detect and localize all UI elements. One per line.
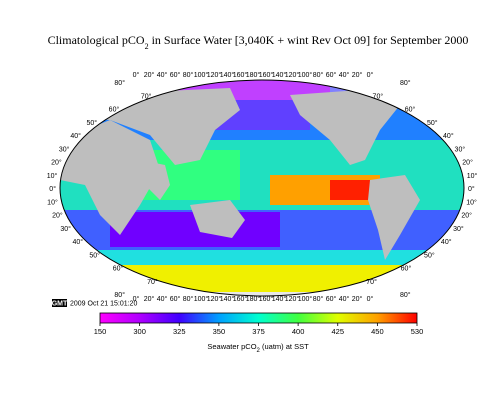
latitude-label: 60° [401, 265, 412, 273]
latitude-label: 50° [427, 119, 438, 127]
longitude-label: 40° [157, 71, 168, 79]
longitude-label: 20° [144, 71, 155, 79]
latitude-label: 20° [52, 212, 63, 220]
colorbar [99, 312, 418, 324]
longitude-label: 60° [170, 71, 181, 79]
latitude-label: 40° [72, 238, 83, 246]
longitude-label: 20° [352, 295, 363, 303]
timestamp: 2009 Oct 21 15:01:20 [70, 301, 137, 308]
colorbar-tick-label: 375 [252, 327, 265, 336]
longitude-label: 40° [339, 71, 350, 79]
latitude-label: 30° [453, 225, 464, 233]
latitude-label: 50° [86, 119, 97, 127]
latitude-label: 40° [441, 238, 452, 246]
map-frame [59, 79, 465, 297]
longitude-label: 20° [144, 295, 155, 303]
longitude-label: 120° [285, 71, 300, 79]
longitude-label: 160° [259, 71, 274, 79]
longitude-label: 140° [220, 71, 235, 79]
latitude-label: 40° [70, 132, 81, 140]
longitude-label: 0° [133, 295, 140, 303]
longitude-label: 80° [313, 295, 324, 303]
colorbar-tick-label: 325 [173, 327, 186, 336]
latitude-label: 10° [47, 198, 58, 206]
latitude-label: 50° [89, 251, 100, 259]
colorbar-tick-label: 450 [371, 327, 384, 336]
latitude-label: 60° [113, 265, 124, 273]
colorbar-tick-label: 425 [331, 327, 344, 336]
longitude-label: 140° [220, 295, 235, 303]
longitude-label: 0° [133, 71, 140, 79]
longitude-label: 60° [326, 295, 337, 303]
latitude-label: 10° [466, 198, 477, 206]
longitude-label: 140° [272, 295, 287, 303]
latitude-label: 80° [400, 291, 411, 299]
colorbar-tick-label: 400 [292, 327, 305, 336]
longitude-label: 100° [298, 295, 313, 303]
colorbar-tick-label: 150 [94, 327, 107, 336]
longitude-label: 0° [367, 295, 374, 303]
gmt-logo: GMT [52, 301, 68, 308]
latitude-label: 70° [141, 92, 152, 100]
longitude-label: 100° [298, 71, 313, 79]
latitude-label: 70° [366, 278, 377, 286]
longitude-label: 180° [246, 71, 261, 79]
map-title: Climatological pCO2 in Surface Water [3,… [48, 33, 469, 51]
longitude-label: 120° [207, 71, 222, 79]
longitude-label: 140° [272, 71, 287, 79]
longitude-label: 40° [157, 295, 168, 303]
colorbar-tick-label: 530 [411, 327, 424, 336]
longitude-label: 60° [326, 71, 337, 79]
map-body [60, 80, 464, 296]
latitude-label: 20° [461, 212, 472, 220]
longitude-label: 120° [285, 295, 300, 303]
longitude-label: 60° [170, 295, 181, 303]
latitude-label: 40° [443, 132, 454, 140]
colorbar-tick-label: 350 [213, 327, 226, 336]
latitude-label: 60° [109, 106, 120, 114]
latitude-label: 30° [455, 145, 466, 153]
longitude-label: 80° [183, 71, 194, 79]
latitude-label: 80° [400, 79, 411, 87]
longitude-label: 120° [207, 295, 222, 303]
longitude-label: 160° [233, 71, 248, 79]
latitude-label: 70° [373, 92, 384, 100]
latitude-label: 70° [147, 278, 158, 286]
longitude-label: 160° [259, 295, 274, 303]
latitude-label: 20° [462, 159, 473, 167]
latitude-label: 50° [424, 251, 435, 259]
latitude-label: 10° [47, 172, 58, 180]
gmt-logo-box [52, 299, 67, 307]
latitude-label: 30° [60, 225, 71, 233]
latitude-label: 60° [405, 106, 416, 114]
latitude-label: 80° [114, 79, 125, 87]
latitude-label: 30° [59, 145, 70, 153]
longitude-label: 0° [367, 71, 374, 79]
longitude-label: 80° [313, 71, 324, 79]
latitude-label: 0° [49, 185, 56, 193]
longitude-label: 160° [233, 295, 248, 303]
colorbar-tick-label: 300 [133, 327, 146, 336]
latitude-label: 10° [467, 172, 478, 180]
colorbar-label: Seawater pCO2 (uatm) at SST [207, 342, 309, 354]
longitude-label: 100° [194, 71, 209, 79]
longitude-label: 40° [339, 295, 350, 303]
longitude-label: 20° [352, 71, 363, 79]
latitude-label: 0° [468, 185, 475, 193]
longitude-label: 80° [183, 295, 194, 303]
latitude-label: 20° [51, 159, 62, 167]
latitude-label: 80° [114, 291, 125, 299]
longitude-label: 100° [194, 295, 209, 303]
longitude-label: 180° [246, 295, 261, 303]
